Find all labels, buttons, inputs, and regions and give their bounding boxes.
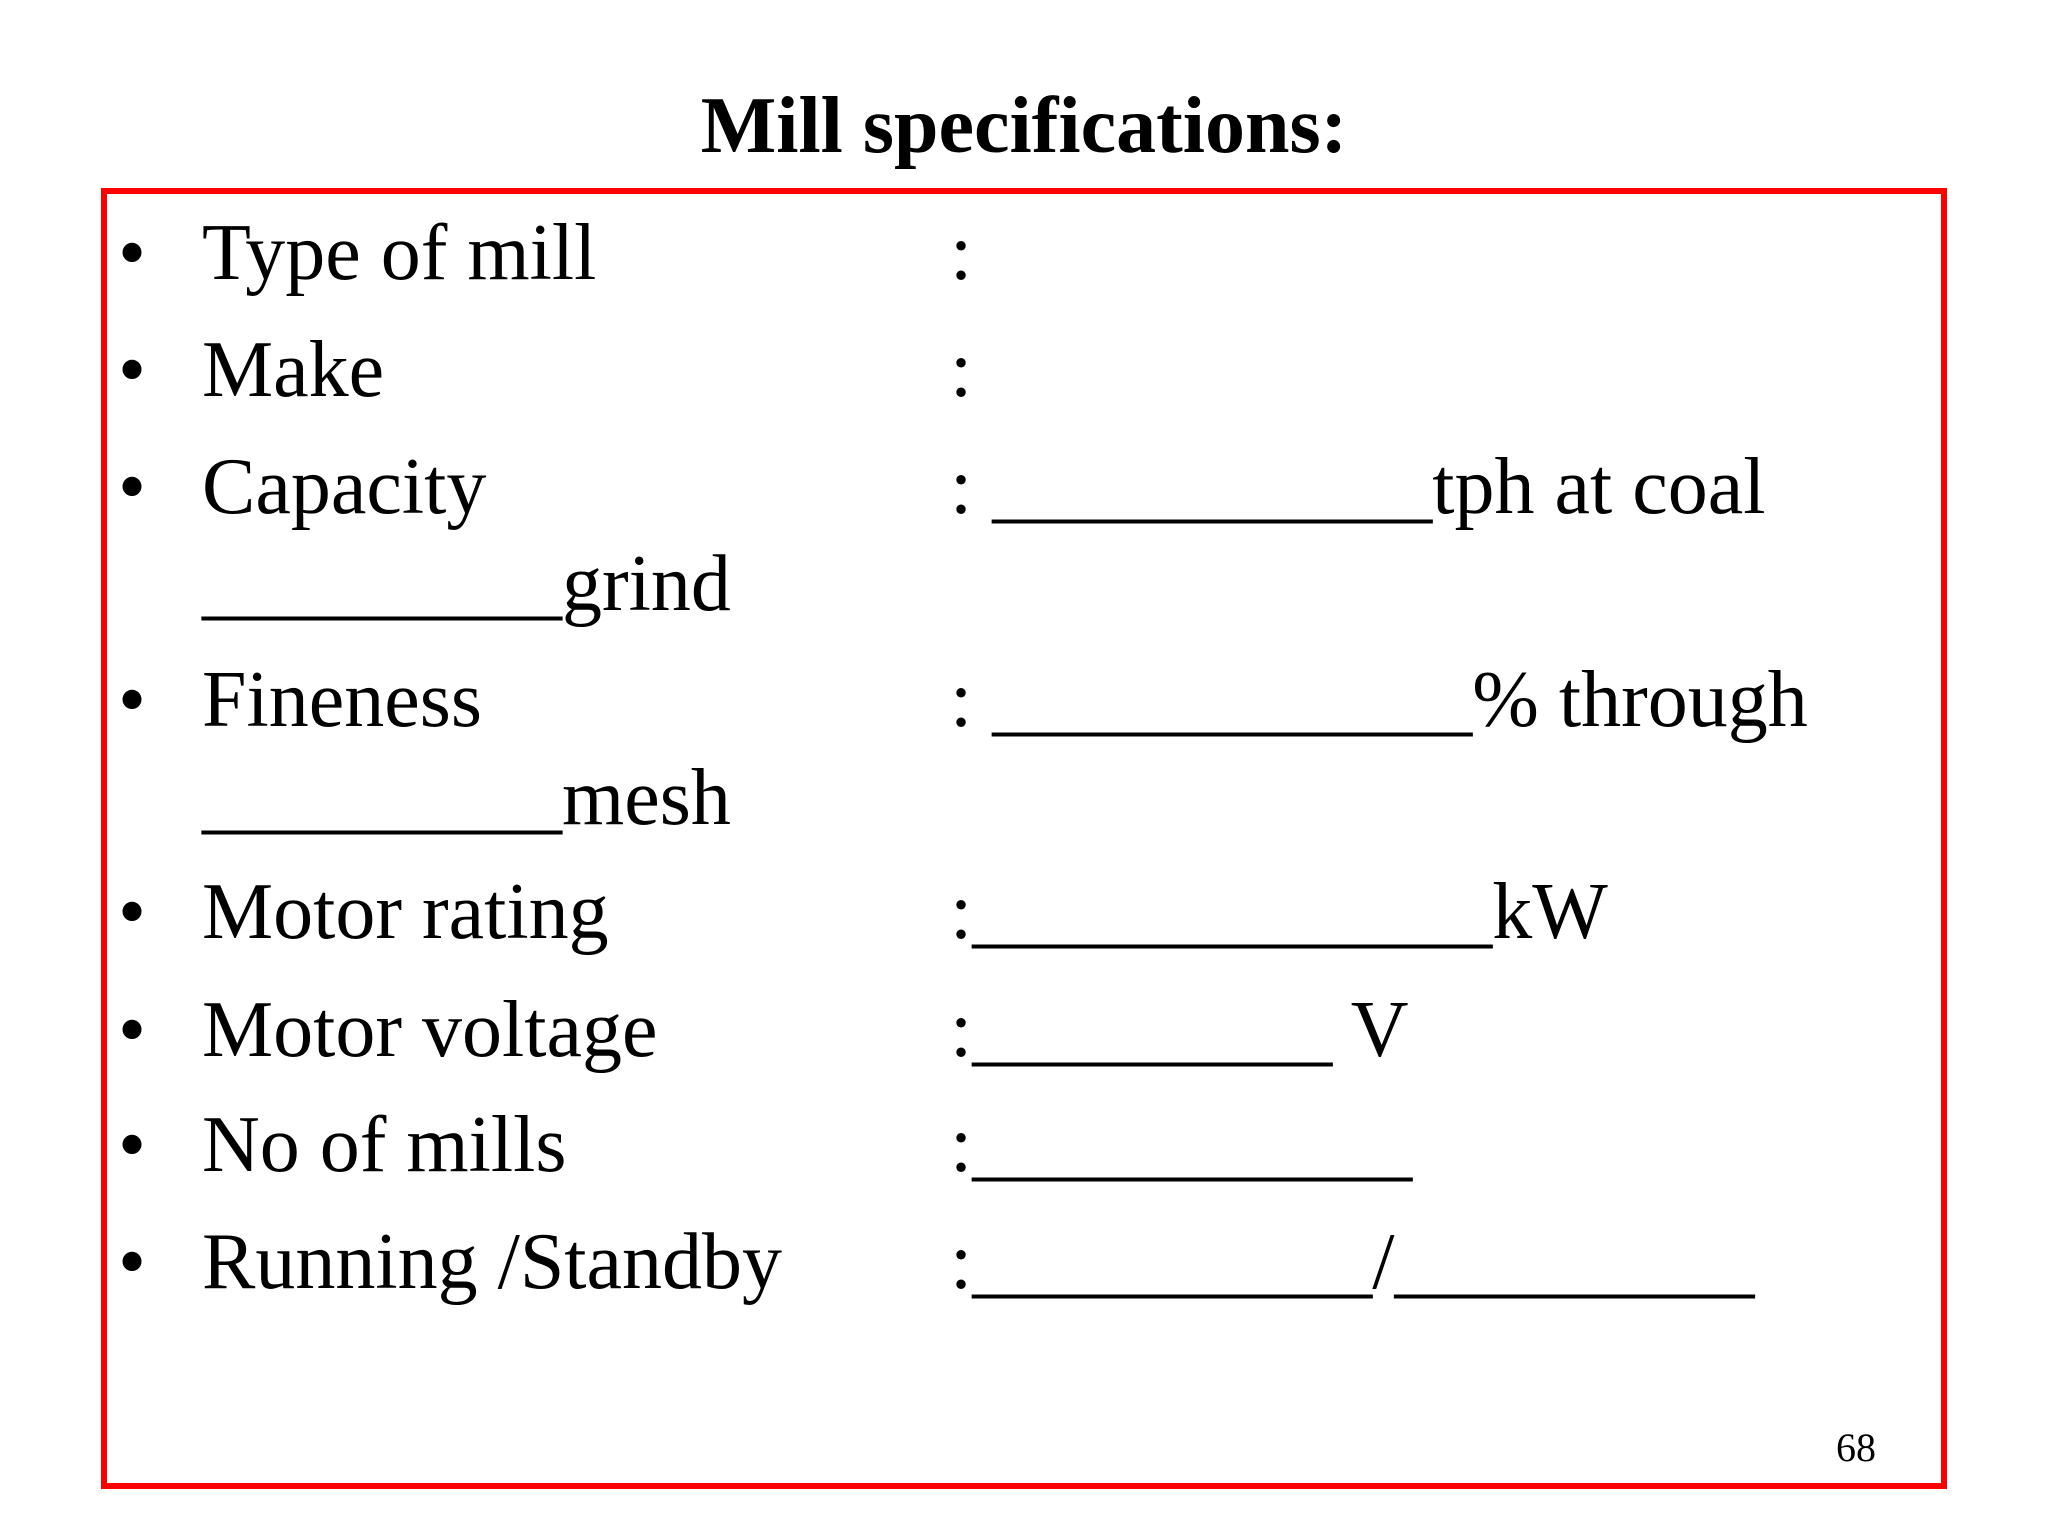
- spec-value-fineness: : ____________% through: [950, 656, 1808, 744]
- spec-label-capacity: Capacity: [202, 443, 487, 531]
- spec-value-capacity: : ___________tph at coal: [950, 443, 1766, 531]
- spec-label-no-of-mills: No of mills: [202, 1101, 567, 1189]
- spec-label-motor-voltage: Motor voltage: [202, 986, 658, 1074]
- bullet-icon: •: [118, 209, 147, 297]
- spec-label-type-of-mill: Type of mill: [202, 209, 597, 297]
- specifications-frame: [101, 188, 1947, 1489]
- spec-value-motor-voltage: :_________ V: [950, 986, 1409, 1074]
- bullet-icon: •: [118, 443, 147, 531]
- spec-label-running-standby: Running /Standby: [202, 1218, 783, 1306]
- spec-value-make: :: [950, 326, 973, 414]
- bullet-icon: •: [118, 1101, 147, 1189]
- spec-label-motor-rating: Motor rating: [202, 868, 609, 956]
- spec-value-type-of-mill: :: [950, 209, 973, 297]
- bullet-icon: •: [118, 326, 147, 414]
- spec-continuation-fineness: _________mesh: [202, 754, 731, 842]
- slide-title: Mill specifications:: [700, 82, 1348, 170]
- page-number: 68: [1836, 1425, 1876, 1470]
- spec-label-fineness: Fineness: [202, 656, 482, 744]
- bullet-icon: •: [118, 868, 147, 956]
- spec-continuation-capacity: _________grind: [202, 540, 731, 628]
- spec-value-running-standby: :__________/_________: [950, 1218, 1755, 1306]
- spec-label-make: Make: [202, 326, 385, 414]
- spec-value-no-of-mills: :___________: [950, 1101, 1413, 1189]
- bullet-icon: •: [118, 986, 147, 1074]
- spec-value-motor-rating: :_____________kW: [950, 868, 1608, 956]
- bullet-icon: •: [118, 1218, 147, 1306]
- bullet-icon: •: [118, 656, 147, 744]
